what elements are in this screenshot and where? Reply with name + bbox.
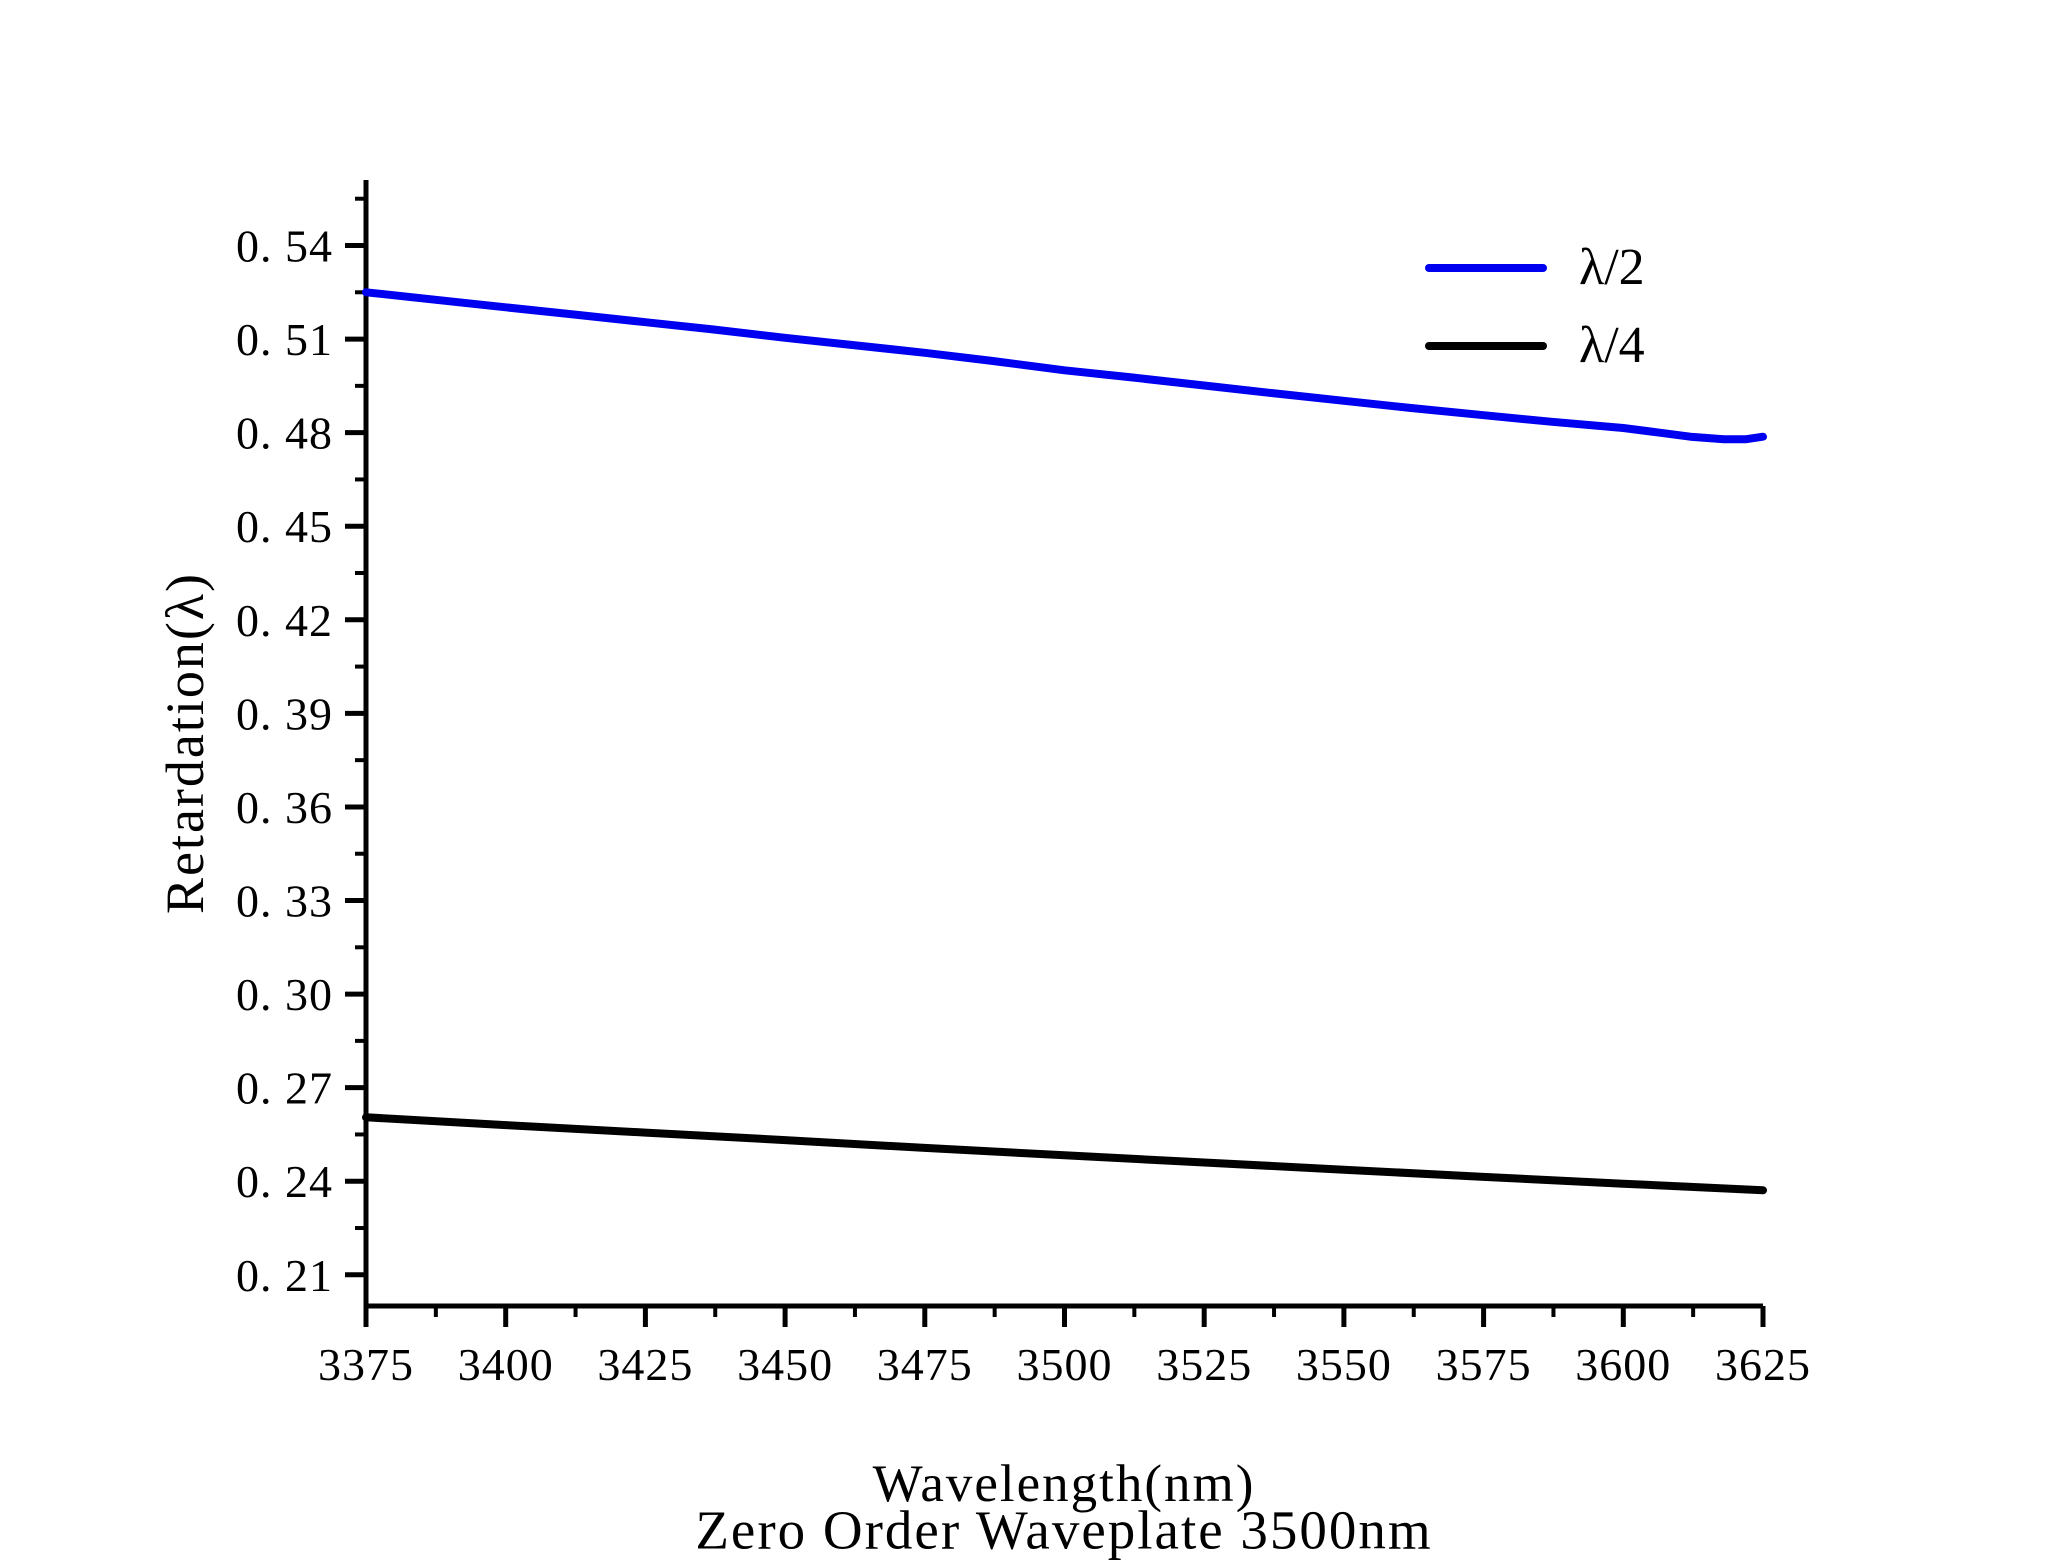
x-tick-label: 3625	[1715, 1339, 1811, 1390]
y-tick-label: 0. 51	[236, 314, 333, 365]
legend-line-swatch-lambda-half	[1425, 264, 1547, 272]
y-tick-label: 0. 42	[236, 595, 333, 646]
x-tick-label: 3500	[1017, 1339, 1113, 1390]
legend-label: λ/2	[1579, 239, 1645, 296]
y-tick-label: 0. 54	[236, 221, 333, 272]
y-tick-label: 0. 48	[236, 408, 333, 459]
y-tick-label: 0. 30	[236, 969, 333, 1020]
y-tick-label: 0. 33	[236, 876, 333, 927]
x-tick-label: 3550	[1296, 1339, 1392, 1390]
y-tick-label: 0. 21	[236, 1250, 333, 1301]
legend-item: λ/2	[1425, 240, 1645, 296]
y-tick-label: 0. 36	[236, 782, 333, 833]
series-line--4	[362, 1113, 1767, 1195]
x-axis-title: Wavelength(nm)	[872, 1455, 1256, 1513]
legend: λ/2 λ/4	[1425, 240, 1645, 374]
x-tick-label: 3400	[458, 1339, 554, 1390]
x-tick-label: 3600	[1575, 1339, 1671, 1390]
x-tick-label: 3475	[877, 1339, 973, 1390]
x-tick-label: 3575	[1436, 1339, 1532, 1390]
x-tick-label: 3375	[318, 1339, 414, 1390]
legend-item: λ/4	[1425, 318, 1645, 374]
x-tick-label: 3525	[1156, 1339, 1252, 1390]
legend-line-swatch-lambda-quarter	[1425, 342, 1547, 350]
y-tick-label: 0. 45	[236, 501, 333, 552]
y-tick-label: 0. 39	[236, 688, 333, 739]
chart-title: Zero Order Waveplate 3500nm	[695, 1499, 1433, 1561]
y-tick-label: 0. 27	[236, 1063, 333, 1114]
x-tick-label: 3450	[737, 1339, 833, 1390]
x-tick-label: 3425	[597, 1339, 693, 1390]
legend-label: λ/4	[1579, 317, 1645, 374]
series-line--2	[362, 288, 1767, 444]
y-tick-label: 0. 24	[236, 1156, 333, 1207]
y-axis-title: Retardation(λ)	[155, 571, 215, 915]
